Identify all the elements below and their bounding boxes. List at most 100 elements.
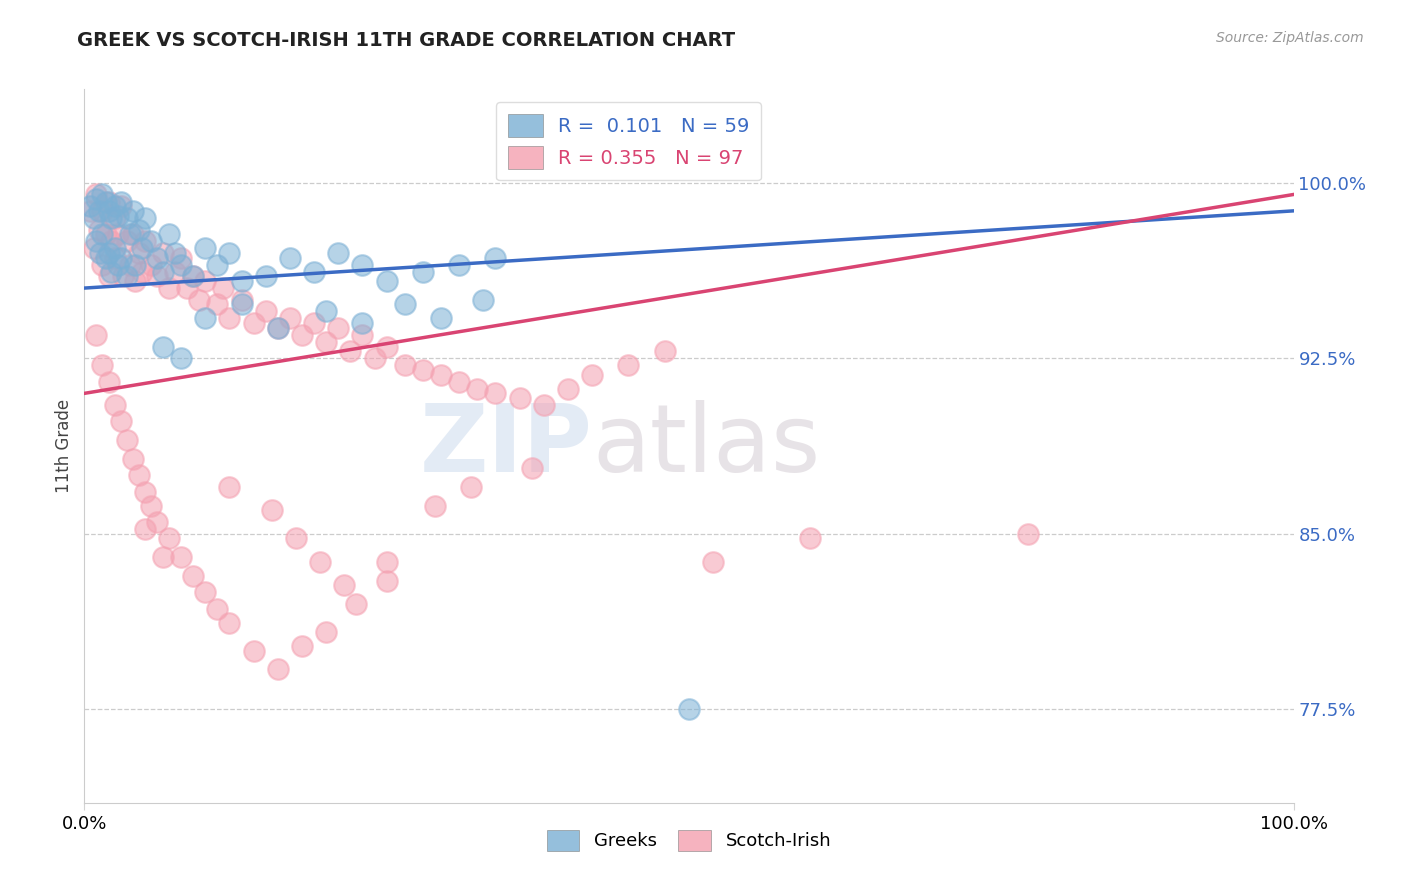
Point: [654, 344, 676, 359]
Point: [131, 265, 153, 279]
Point: [557, 382, 579, 396]
Point: [302, 316, 325, 330]
Point: [430, 368, 453, 382]
Point: [194, 241, 217, 255]
Point: [194, 311, 217, 326]
Point: [278, 251, 301, 265]
Point: [218, 311, 240, 326]
Point: [79, 203, 101, 218]
Point: [146, 515, 169, 529]
Point: [352, 316, 374, 330]
Point: [110, 251, 132, 265]
Point: [254, 304, 277, 318]
Point: [484, 251, 506, 265]
Point: [212, 281, 235, 295]
Text: GREEK VS SCOTCH-IRISH 11TH GRADE CORRELATION CHART: GREEK VS SCOTCH-IRISH 11TH GRADE CORRELA…: [77, 31, 735, 50]
Point: [134, 522, 156, 536]
Point: [91, 187, 114, 202]
Point: [97, 203, 120, 218]
Point: [509, 391, 531, 405]
Point: [218, 480, 240, 494]
Point: [128, 468, 150, 483]
Point: [107, 258, 129, 272]
Point: [375, 555, 398, 569]
Point: [617, 359, 640, 373]
Point: [107, 227, 129, 242]
Point: [207, 601, 229, 615]
Point: [107, 209, 129, 223]
Point: [181, 269, 204, 284]
Point: [152, 265, 174, 279]
Point: [152, 340, 174, 354]
Point: [134, 484, 156, 499]
Point: [120, 258, 142, 272]
Point: [231, 297, 253, 311]
Point: [152, 246, 174, 260]
Point: [146, 251, 169, 265]
Point: [520, 461, 543, 475]
Point: [97, 194, 120, 209]
Point: [231, 274, 253, 288]
Point: [104, 251, 127, 265]
Point: [799, 532, 821, 546]
Point: [309, 555, 332, 569]
Text: atlas: atlas: [592, 400, 821, 492]
Point: [139, 258, 162, 272]
Point: [315, 625, 337, 640]
Point: [112, 269, 135, 284]
Point: [121, 227, 143, 242]
Point: [91, 227, 114, 242]
Point: [291, 327, 314, 342]
Point: [284, 532, 308, 546]
Point: [472, 293, 495, 307]
Point: [115, 433, 138, 447]
Point: [165, 265, 187, 279]
Point: [94, 227, 117, 242]
Point: [207, 297, 229, 311]
Point: [115, 269, 138, 284]
Point: [134, 234, 156, 248]
Point: [194, 274, 217, 288]
Point: [165, 246, 187, 260]
Point: [181, 269, 204, 284]
Point: [352, 258, 374, 272]
Point: [678, 702, 700, 716]
Point: [394, 359, 416, 373]
Point: [394, 297, 416, 311]
Point: [157, 532, 180, 546]
Point: [128, 222, 150, 236]
Point: [375, 340, 398, 354]
Point: [194, 585, 217, 599]
Point: [146, 269, 169, 284]
Point: [254, 269, 277, 284]
Point: [363, 351, 385, 366]
Point: [375, 574, 398, 588]
Point: [86, 187, 108, 202]
Point: [207, 258, 229, 272]
Point: [83, 211, 105, 225]
Point: [86, 327, 108, 342]
Legend: Greeks, Scotch-Irish: Greeks, Scotch-Irish: [540, 822, 838, 858]
Point: [94, 251, 117, 265]
Point: [449, 375, 471, 389]
Point: [170, 550, 193, 565]
Point: [449, 258, 471, 272]
Point: [121, 451, 143, 466]
Point: [267, 662, 290, 676]
Point: [176, 281, 198, 295]
Point: [83, 241, 105, 255]
Point: [302, 265, 325, 279]
Point: [89, 246, 111, 260]
Point: [1017, 526, 1039, 541]
Point: [91, 359, 114, 373]
Point: [104, 241, 127, 255]
Point: [339, 344, 361, 359]
Y-axis label: 11th Grade: 11th Grade: [55, 399, 73, 493]
Point: [87, 222, 110, 236]
Point: [121, 203, 143, 218]
Point: [412, 363, 434, 377]
Point: [124, 258, 146, 272]
Point: [242, 644, 264, 658]
Point: [157, 281, 180, 295]
Point: [139, 499, 162, 513]
